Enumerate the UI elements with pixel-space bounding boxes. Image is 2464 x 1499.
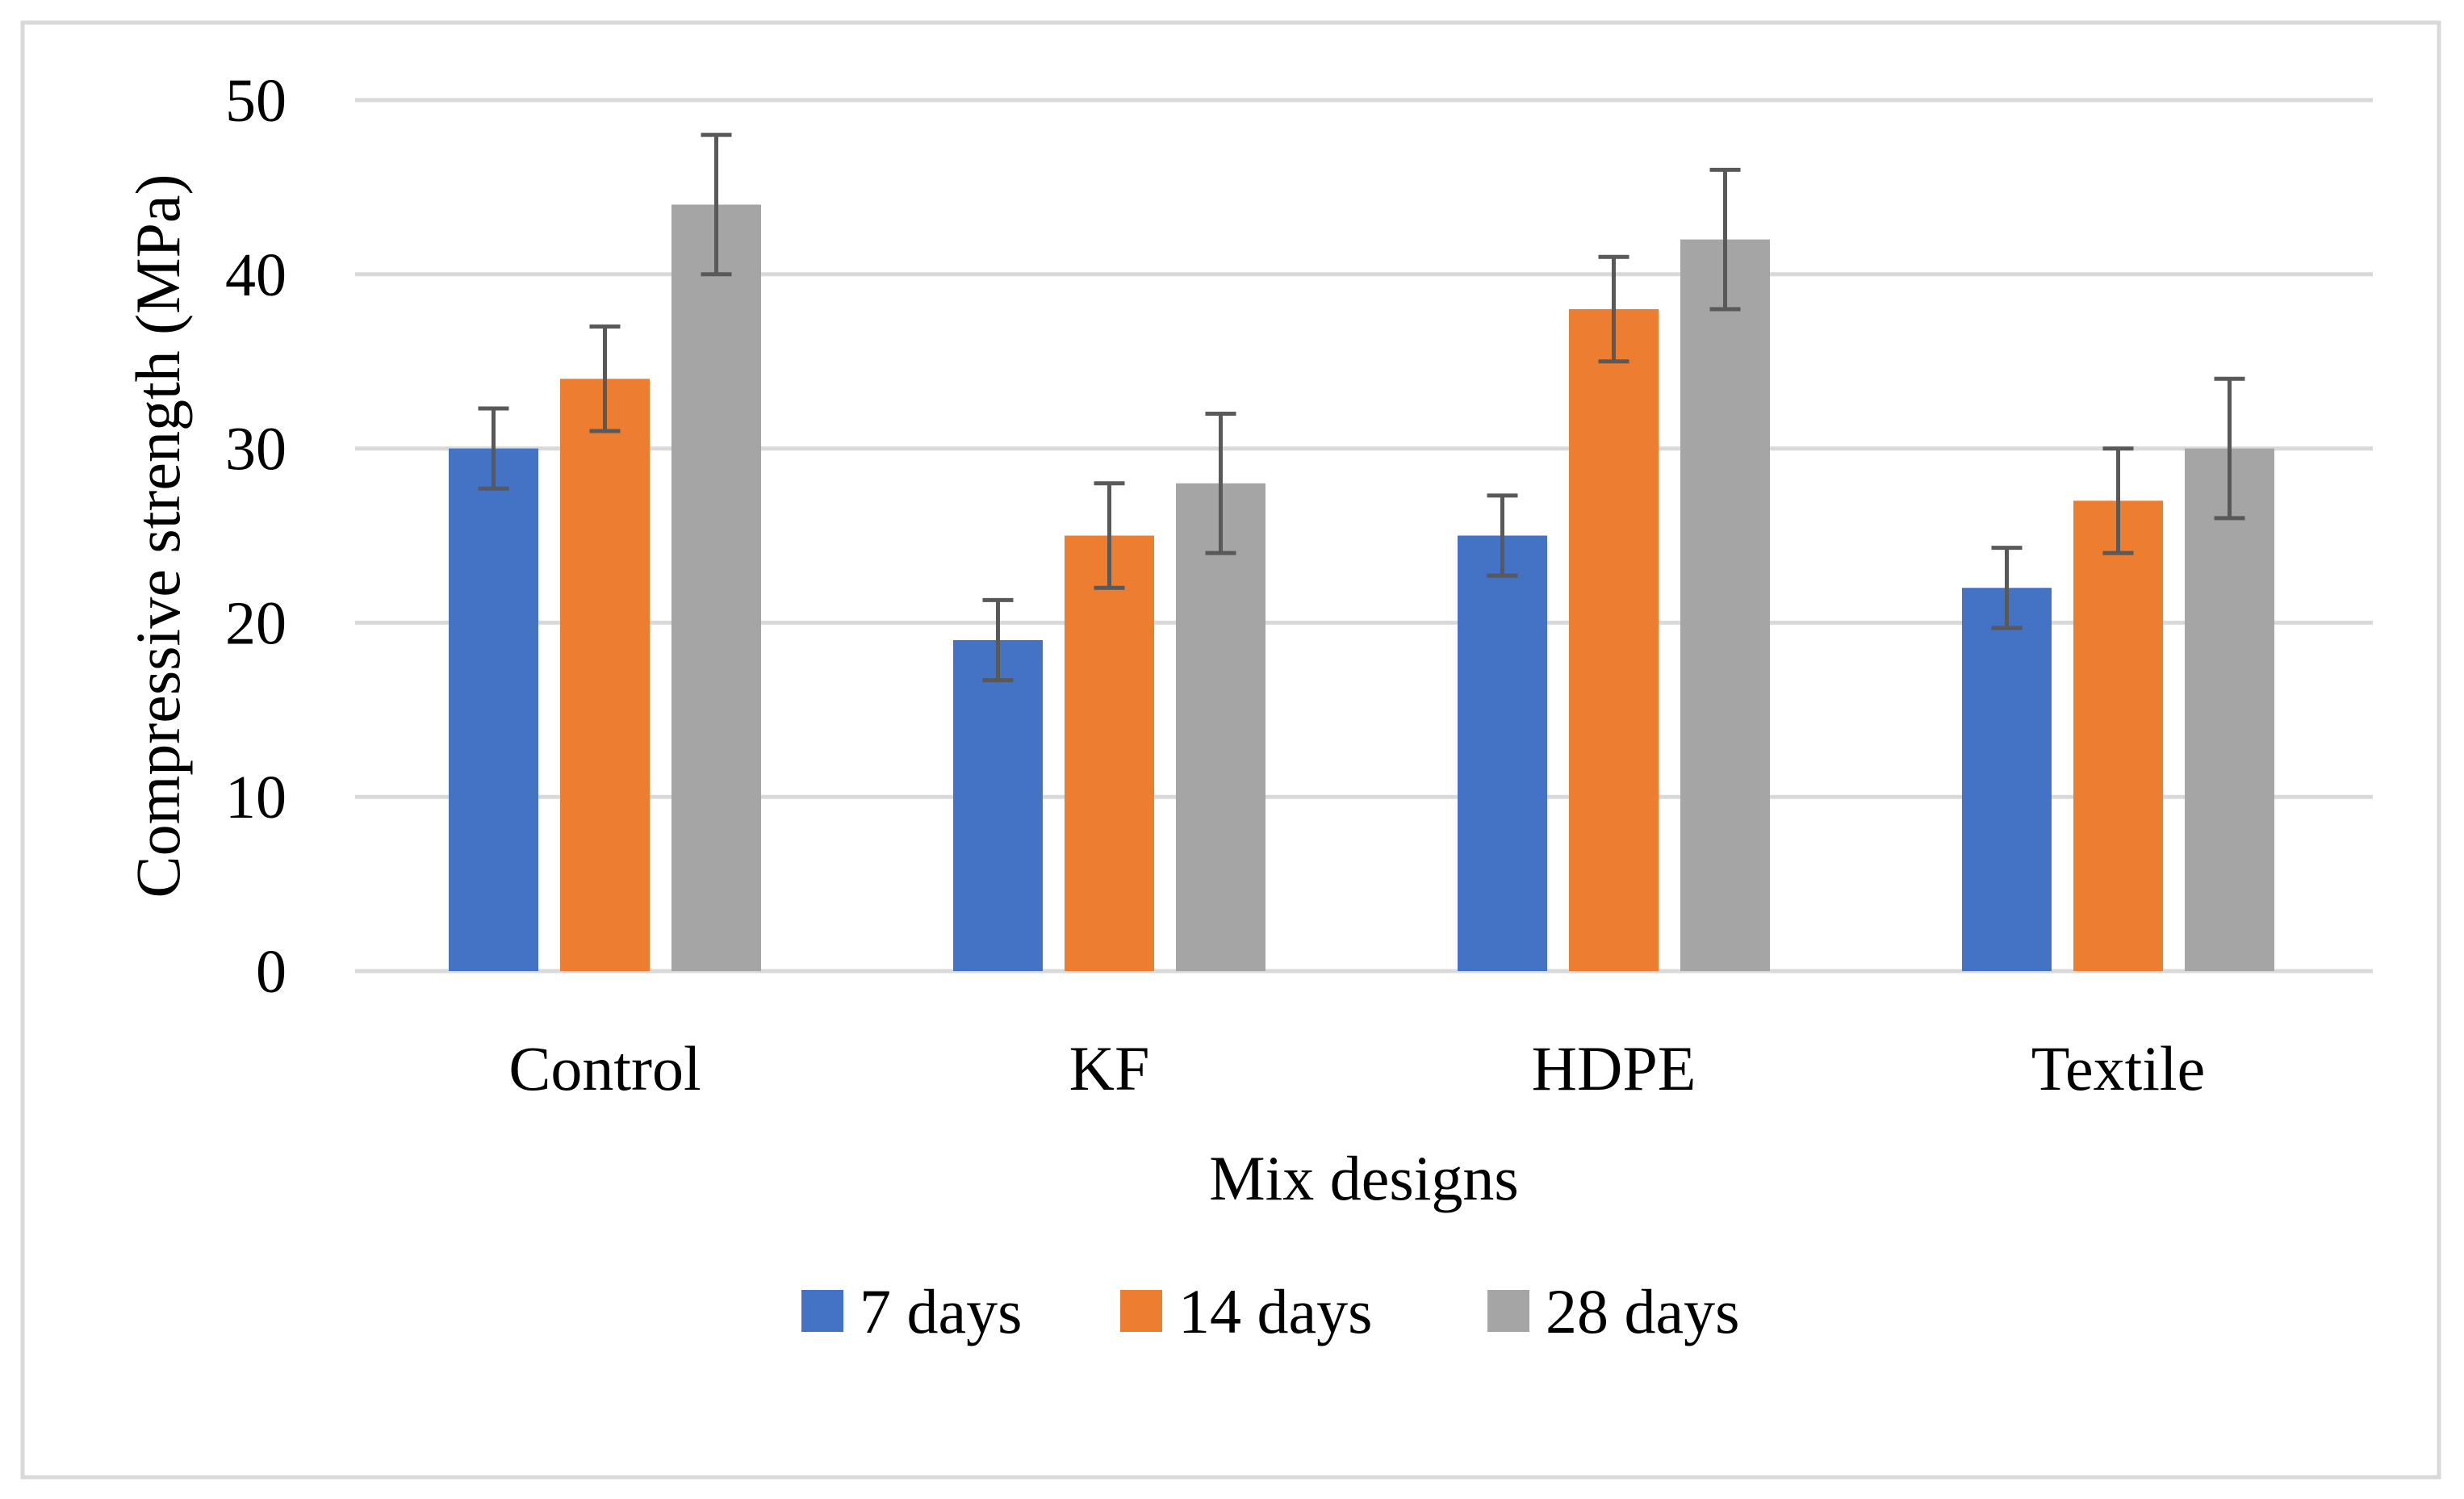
x-tick-label: KF xyxy=(1069,1033,1150,1103)
x-tick-label: Control xyxy=(508,1033,701,1103)
bar xyxy=(1458,535,1547,971)
bar xyxy=(671,204,761,972)
legend-swatch xyxy=(801,1290,843,1332)
bar xyxy=(560,379,650,971)
bar xyxy=(2073,500,2163,971)
legend-swatch xyxy=(1487,1290,1529,1332)
bar xyxy=(449,448,538,971)
y-tick-label: 0 xyxy=(256,938,287,1006)
x-tick-label: HDPE xyxy=(1532,1033,1696,1103)
legend-label: 7 days xyxy=(860,1276,1022,1346)
bar xyxy=(1569,308,1659,972)
bar xyxy=(2185,448,2274,971)
bar xyxy=(1176,483,1265,971)
x-axis-title: Mix designs xyxy=(1209,1143,1519,1213)
legend-swatch xyxy=(1120,1290,1162,1332)
bar xyxy=(1962,588,2052,971)
x-tick-label: Textile xyxy=(2031,1033,2205,1103)
legend: 7 days 14 days 28 days xyxy=(801,1276,1739,1346)
y-tick-label: 30 xyxy=(225,416,287,484)
legend-label: 14 days xyxy=(1178,1276,1372,1346)
y-tick-label: 20 xyxy=(225,589,287,657)
bar xyxy=(1680,239,1770,971)
bar xyxy=(953,639,1043,971)
y-tick-label: 10 xyxy=(225,764,287,831)
bar xyxy=(1065,535,1154,971)
y-tick-label: 40 xyxy=(225,241,287,309)
y-tick-label: 50 xyxy=(225,67,287,135)
y-axis-title: Compressive strength (MPa) xyxy=(123,174,193,898)
legend-label: 28 days xyxy=(1546,1276,1739,1346)
